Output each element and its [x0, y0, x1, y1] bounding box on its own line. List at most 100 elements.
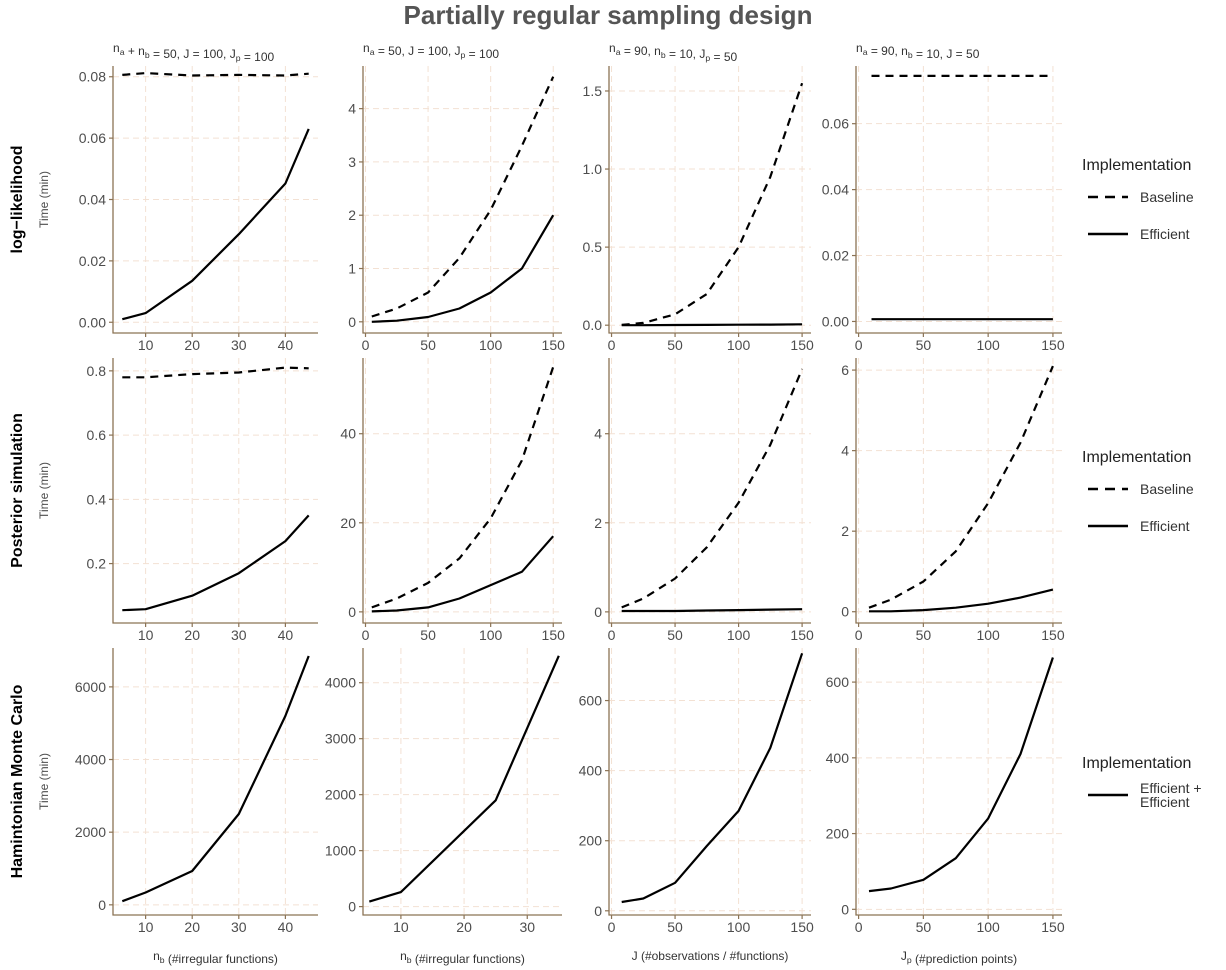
x-tick-label: 0 — [855, 337, 863, 353]
legend-label: Efficient — [1140, 226, 1190, 242]
column-header-part: = 100 — [241, 50, 275, 64]
series-line-efficient — [868, 657, 1054, 893]
x-axis-title: nb (#irregular functions) — [400, 949, 525, 966]
x-tick-label: 20 — [184, 919, 200, 935]
y-tick-label: 0 — [841, 901, 849, 917]
series-line-efficient — [621, 323, 803, 327]
y-tick-label: 400 — [826, 750, 850, 766]
column-header-subscript: a — [616, 47, 621, 57]
legend-title: Implementation — [1082, 755, 1191, 772]
column-header-subscript: p — [705, 53, 710, 63]
column-header-part: = 50, J = 100, J — [374, 44, 460, 58]
y-tick-label: 0.08 — [79, 69, 106, 85]
x-tick-label: 10 — [138, 919, 154, 935]
series-line-baseline — [122, 366, 309, 379]
x-tick-label: 0 — [362, 627, 370, 643]
y-tick-label: 3000 — [325, 731, 356, 747]
y-tick-label: 2000 — [75, 824, 106, 840]
x-tick-label: 100 — [727, 627, 751, 643]
y-tick-label: 1000 — [325, 843, 356, 859]
x-axis-title-part: n — [153, 949, 160, 963]
y-tick-label: 0 — [594, 604, 602, 620]
x-tick-label: 150 — [542, 337, 566, 353]
column-header-part: = 50, J = 100, J — [150, 47, 236, 61]
row-label: Hamintonian Monte Carlo — [9, 684, 26, 878]
x-tick-label: 50 — [667, 337, 683, 353]
x-tick-label: 150 — [790, 337, 814, 353]
y-axis-title: Time (min) — [37, 462, 51, 519]
column-header: na = 90, nb = 10, Jp = 50 — [609, 41, 738, 64]
series-line-efficient — [869, 588, 1054, 613]
series-line-baseline — [621, 82, 804, 326]
column-header-part: = 10, J = 50 — [913, 47, 980, 61]
x-tick-label: 100 — [976, 337, 1000, 353]
column-header-part: = 90, n — [867, 44, 907, 58]
y-tick-label: 6000 — [75, 679, 106, 695]
series-line-efficient — [621, 608, 803, 613]
y-tick-label: 40 — [340, 426, 356, 442]
column-header-subscript: a — [120, 47, 125, 57]
x-axis-title-part: J (#observations / #functions) — [632, 949, 789, 963]
y-tick-label: 4 — [841, 443, 849, 459]
x-tick-label: 0 — [608, 919, 616, 935]
x-tick-label: 0 — [855, 919, 863, 935]
y-tick-label: 1.5 — [583, 83, 603, 99]
column-header-part: n — [856, 41, 863, 55]
x-tick-label: 0 — [608, 627, 616, 643]
x-axis-title: Jp (#prediction points) — [901, 949, 1017, 966]
y-tick-label: 0 — [98, 897, 106, 913]
y-tick-label: 2000 — [325, 787, 356, 803]
x-tick-label: 40 — [278, 919, 294, 935]
x-axis-title-subscript: b — [160, 955, 165, 965]
x-tick-label: 150 — [542, 627, 566, 643]
y-tick-label: 0.0 — [583, 317, 603, 333]
x-tick-label: 20 — [184, 337, 200, 353]
x-tick-label: 10 — [393, 919, 409, 935]
x-tick-label: 150 — [1041, 337, 1065, 353]
column-header-part: n — [609, 41, 616, 55]
y-tick-label: 2 — [594, 515, 602, 531]
y-tick-label: 0.00 — [822, 313, 849, 329]
y-tick-label: 0.5 — [583, 239, 603, 255]
column-header-subscript: a — [863, 47, 868, 57]
y-tick-label: 0.2 — [87, 556, 107, 572]
column-header-subscript: b — [145, 50, 150, 60]
column-header-part: n — [363, 41, 370, 55]
x-axis-title: J (#observations / #functions) — [632, 949, 789, 963]
x-tick-label: 100 — [727, 919, 751, 935]
column-header-part: n — [113, 41, 120, 55]
y-tick-label: 0 — [841, 604, 849, 620]
y-axis-title: Time (min) — [37, 171, 51, 228]
y-tick-label: 200 — [826, 826, 850, 842]
x-tick-label: 50 — [916, 627, 932, 643]
series-line-efficient — [368, 655, 560, 903]
column-header-part: + n — [124, 44, 144, 58]
series-line-baseline — [371, 76, 555, 318]
x-tick-label: 100 — [976, 627, 1000, 643]
legend-title: Implementation — [1082, 157, 1191, 174]
y-tick-label: 400 — [579, 763, 603, 779]
y-tick-label: 1.0 — [583, 161, 603, 177]
y-tick-label: 0.6 — [87, 427, 107, 443]
y-tick-label: 4 — [348, 101, 356, 117]
x-axis-title-part: (#irregular functions) — [412, 952, 525, 966]
x-tick-label: 50 — [420, 627, 436, 643]
column-header-subscript: p — [461, 50, 466, 60]
x-tick-label: 30 — [231, 919, 247, 935]
x-tick-label: 150 — [790, 627, 814, 643]
column-header-subscript: a — [370, 47, 375, 57]
y-tick-label: 0 — [594, 903, 602, 919]
row-label: log−likelihood — [9, 145, 26, 253]
x-axis-title-part: (#irregular functions) — [165, 952, 278, 966]
x-tick-label: 0 — [362, 337, 370, 353]
x-tick-label: 40 — [278, 337, 294, 353]
legend-label: Baseline — [1140, 189, 1194, 205]
x-tick-label: 10 — [138, 337, 154, 353]
legend-title: Implementation — [1082, 449, 1191, 466]
y-tick-label: 4000 — [325, 675, 356, 691]
y-axis-title: Time (min) — [37, 753, 51, 810]
y-tick-label: 3 — [348, 154, 356, 170]
column-header-subscript: b — [661, 50, 666, 60]
legend-layer: Implementation Baseline Efficient Implement… — [1082, 157, 1202, 810]
x-axis-title-part: n — [400, 949, 407, 963]
